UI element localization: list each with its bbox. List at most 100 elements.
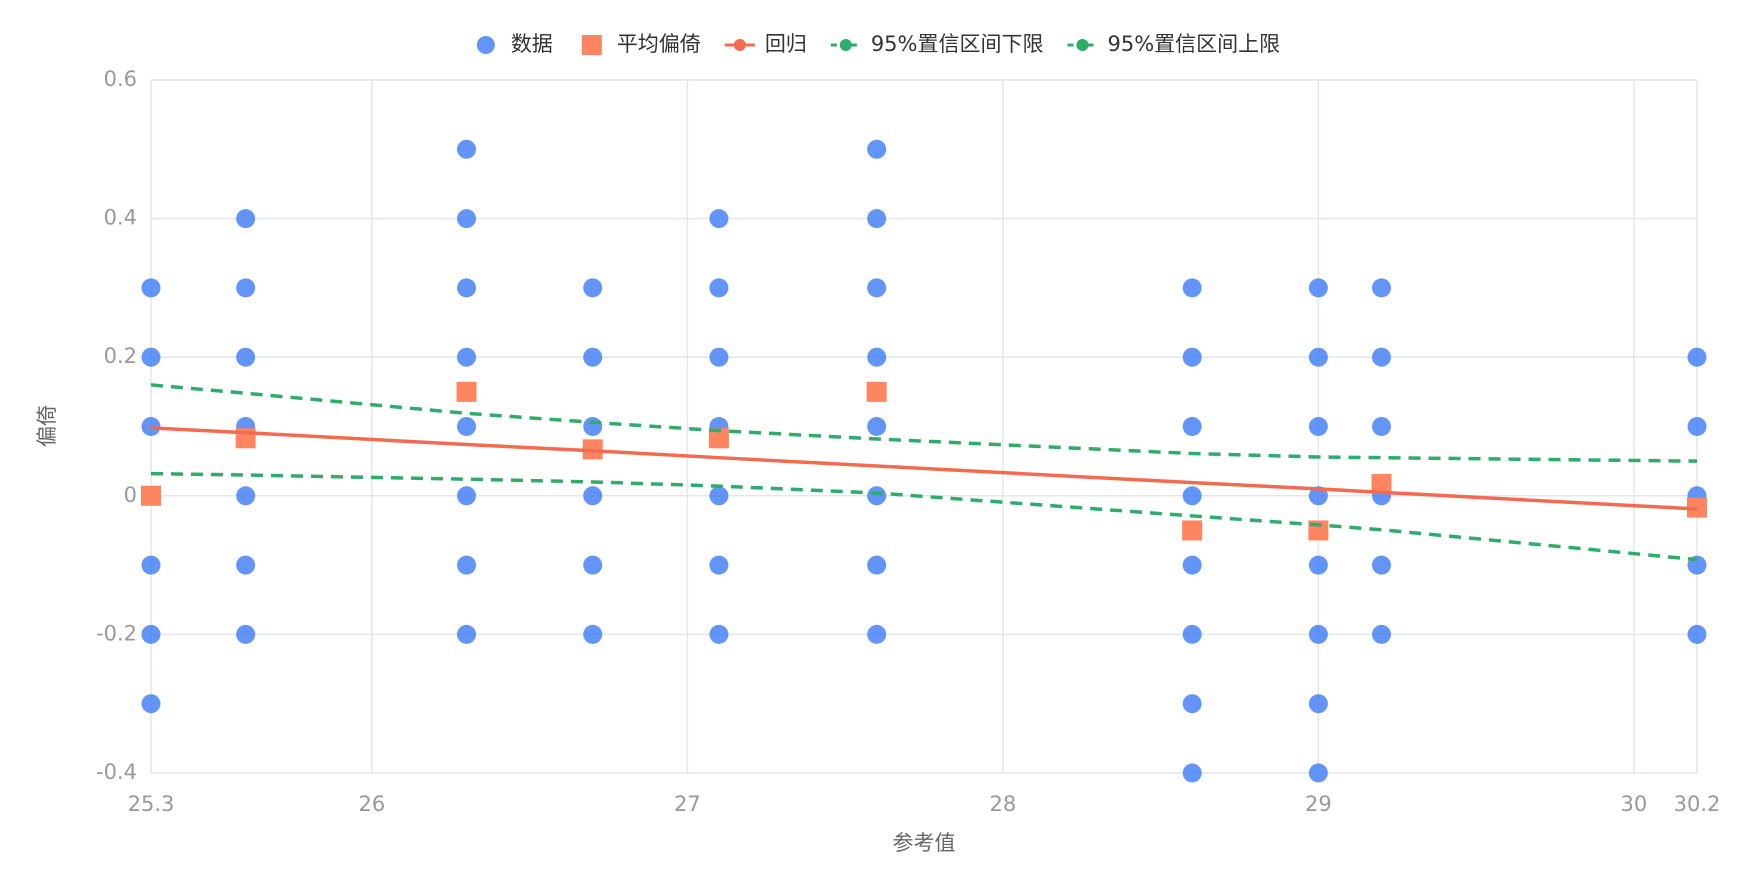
point [457,624,477,644]
point [867,624,887,644]
legend-label: 95%置信区间上限 [1108,32,1281,56]
point [141,347,161,367]
legend-swatch [1076,39,1089,51]
point [583,347,603,367]
legend-item: 回归 [724,32,807,56]
grid: -0.4 -0.2 0 0.2 0.4 0.6 25.3 26 27 28 29 30 30.2 [96,67,1720,816]
legend-swatch [476,36,495,54]
point [457,555,477,575]
point [457,347,477,367]
point [1308,347,1328,367]
point [1371,555,1391,575]
x-tick-label: 27 [674,792,701,816]
legend-label: 95%置信区间下限 [871,32,1044,56]
point [1182,694,1202,714]
legend-label: 数据 [511,32,553,56]
y-tick-label: -0.2 [96,621,137,645]
legend-item: 平均偏倚 [581,32,701,56]
point [236,555,256,575]
point [1308,694,1328,714]
point [1687,624,1707,644]
point [867,347,887,367]
point [141,624,161,644]
y-tick-label: 0.6 [104,67,137,91]
point [236,624,256,644]
plot [141,139,1707,783]
point [457,417,477,436]
point [1308,555,1328,575]
point [1182,555,1202,575]
x-tick-label: 29 [1305,792,1332,816]
y-tick-label: -0.4 [96,760,137,784]
point [583,555,603,575]
point [867,555,887,575]
point [1371,347,1391,367]
point [457,209,477,229]
point [141,555,161,575]
line [150,426,1698,511]
point [1182,763,1202,783]
x-tick-label: 30 [1621,792,1648,816]
point [583,486,603,506]
point [1687,347,1707,367]
point [457,486,477,506]
point [867,417,887,436]
point [141,278,161,298]
point [867,209,887,229]
legend-swatch [839,39,852,51]
point [1371,417,1391,436]
x-axis-title: 参考值 [893,831,956,855]
x-tick-label: 30.2 [1674,792,1721,816]
point [457,278,477,298]
point [236,278,256,298]
point [1308,278,1328,298]
legend: 数据 平均偏倚 回归 95%置信区间下限 95%置信区间上限 [476,32,1281,56]
point [1308,624,1328,644]
square-point [456,381,477,402]
point [1308,763,1328,783]
square-point [866,381,887,402]
point [1371,278,1391,298]
point [236,347,256,367]
point [583,278,603,298]
line [150,471,1698,562]
point [709,555,729,575]
y-tick-label: 0 [124,483,137,507]
point [236,209,256,229]
point [1182,417,1202,436]
legend-swatch [581,35,602,55]
point [583,624,603,644]
square-point [141,485,161,506]
square-point [1371,474,1392,495]
point [1182,347,1202,367]
point [709,624,729,644]
point [709,278,729,298]
point [709,486,729,506]
y-tick-label: 0.2 [104,344,137,368]
point [1182,624,1202,644]
legend-label: 回归 [765,32,807,56]
square-point [1182,520,1203,541]
point [236,486,256,506]
point [1308,486,1328,506]
point [867,278,887,298]
point [457,139,477,159]
legend-item: 95%置信区间上限 [1067,32,1281,56]
x-tick-label: 26 [358,792,385,816]
square-point [708,428,729,449]
point [867,486,887,506]
point [709,347,729,367]
legend-item: 数据 [476,32,553,56]
x-tick-label: 25.3 [128,792,175,816]
point [141,694,161,714]
point [867,139,887,159]
point [1308,417,1328,436]
point [141,417,161,436]
legend-item: 95%置信区间下限 [830,32,1044,56]
x-tick-label: 28 [990,792,1017,816]
y-tick-label: 0.4 [104,206,137,230]
point [1182,486,1202,506]
point [1371,624,1391,644]
